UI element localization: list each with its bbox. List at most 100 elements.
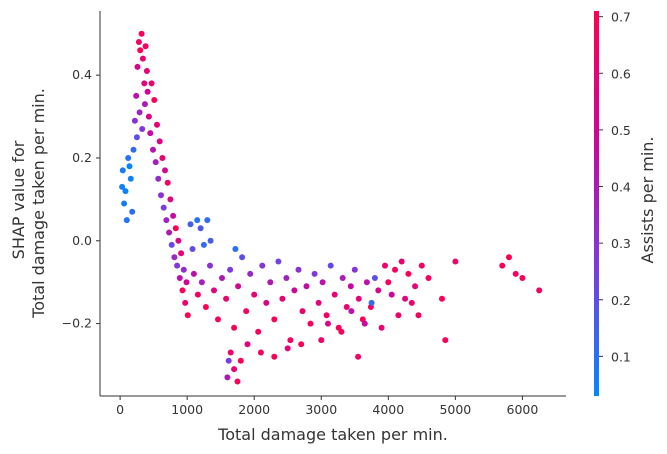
data-point (227, 266, 234, 273)
data-point (244, 341, 251, 348)
data-point (232, 246, 239, 252)
data-point (123, 217, 130, 224)
data-point (355, 295, 362, 302)
data-point (215, 316, 221, 323)
data-point (190, 270, 197, 277)
colorbar-tick-label: 0.5 (611, 123, 631, 138)
colorbar-tick-label: 0.7 (611, 10, 631, 25)
data-point (325, 320, 331, 327)
data-point (200, 241, 207, 248)
data-point (237, 357, 244, 364)
data-point (126, 163, 133, 170)
data-point (158, 192, 164, 199)
data-point (284, 345, 291, 352)
data-point (323, 312, 330, 319)
data-point (227, 349, 234, 356)
data-point (239, 254, 246, 261)
y-tick-label: 0.4 (72, 67, 92, 82)
data-point (506, 254, 512, 261)
data-point (178, 250, 185, 257)
y-tick-label: 0.0 (72, 233, 92, 248)
data-point (351, 266, 358, 273)
data-point (142, 43, 149, 50)
data-point (361, 320, 368, 327)
data-point (155, 175, 162, 182)
data-point (159, 155, 166, 161)
data-point (139, 126, 146, 132)
data-point (187, 221, 194, 228)
data-point (267, 279, 274, 286)
data-point (150, 146, 156, 153)
data-point (303, 283, 310, 290)
data-point (231, 366, 238, 373)
data-point (141, 80, 148, 87)
y-tick-label: 0.2 (72, 150, 92, 165)
data-point (148, 80, 155, 87)
data-point (135, 39, 142, 45)
data-point (499, 262, 506, 269)
data-point (235, 283, 242, 290)
data-point (197, 225, 204, 232)
data-point (439, 295, 445, 302)
data-point (536, 287, 543, 294)
data-point (211, 287, 217, 294)
data-point (519, 275, 526, 281)
data-point (182, 299, 189, 306)
colorbar-tick-label: 0.6 (611, 66, 631, 81)
data-point (156, 138, 163, 145)
data-point (382, 262, 388, 269)
data-point (180, 266, 187, 273)
data-point (452, 258, 459, 265)
data-point (162, 167, 168, 174)
data-point (224, 374, 231, 381)
plot-area (119, 30, 543, 385)
data-point (164, 179, 171, 186)
data-point (172, 225, 179, 232)
data-point (251, 291, 258, 298)
data-point (151, 97, 158, 103)
data-point (122, 188, 129, 195)
data-point (223, 295, 230, 302)
colorbar-tick-label: 0.2 (611, 293, 631, 308)
data-point (219, 275, 225, 281)
data-point (295, 266, 302, 273)
data-point (189, 246, 196, 252)
data-point (257, 349, 264, 356)
data-point (311, 270, 318, 277)
data-point (174, 262, 181, 269)
data-point (234, 378, 241, 385)
data-point (255, 328, 262, 335)
data-point (315, 299, 322, 306)
data-point (247, 270, 254, 277)
x-tick-label: 6000 (507, 402, 539, 417)
data-point (243, 308, 250, 315)
colorbar-title: Assists per min. (638, 136, 657, 263)
data-point (145, 113, 152, 120)
data-point (287, 337, 294, 344)
data-point (130, 146, 137, 153)
data-point (347, 283, 354, 290)
data-point (271, 353, 278, 360)
data-point (194, 291, 201, 298)
data-point (136, 109, 143, 116)
data-point (363, 279, 370, 286)
data-point (298, 341, 305, 348)
data-point (415, 312, 422, 319)
data-point (418, 262, 425, 269)
data-point (143, 68, 150, 74)
data-point (121, 200, 128, 207)
data-point (412, 283, 419, 290)
y-tick-label: −0.2 (62, 316, 92, 331)
data-point (307, 320, 314, 327)
data-point (395, 312, 402, 319)
data-point (183, 279, 190, 286)
data-point (166, 229, 173, 236)
data-point (134, 63, 141, 70)
data-point (271, 316, 278, 323)
data-point (371, 275, 378, 281)
data-point (348, 308, 355, 315)
data-point (291, 287, 298, 294)
data-point (512, 270, 519, 277)
data-point (392, 266, 398, 273)
colorbar-tick-label: 0.3 (611, 236, 631, 251)
